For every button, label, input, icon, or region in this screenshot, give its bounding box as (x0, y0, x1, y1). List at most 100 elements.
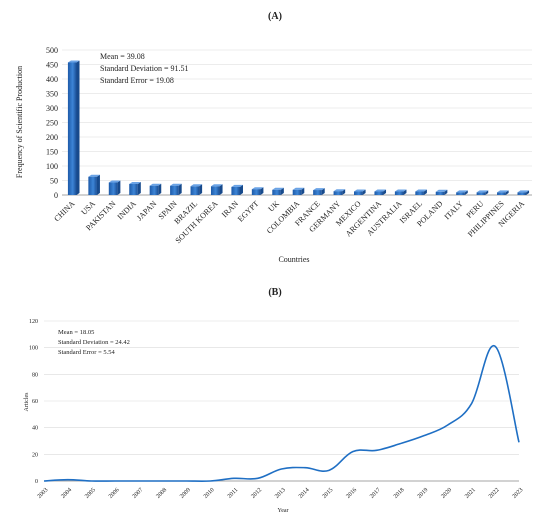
bar-side-poland (444, 189, 448, 195)
bar-side-philippines (505, 190, 509, 195)
y-tick-250: 250 (46, 119, 58, 128)
x-tick-2022: 2022 (488, 487, 501, 500)
bar-front-nigeria (517, 192, 527, 195)
bar-front-uk (272, 189, 281, 195)
bar-chart-y-ticks: 0 50 100 150 200 250 300 350 400 450 500 (46, 46, 58, 200)
x-tick-2013: 2013 (274, 487, 287, 500)
bar-top-india (129, 181, 141, 184)
line-chart-y-ticks: 0 20 40 60 80 100 120 (29, 319, 38, 485)
bar-side-china (76, 60, 80, 195)
x-tick-2014: 2014 (298, 487, 311, 500)
bar-chart-stats-box: Mean = 39.08 Standard Deviation = 91.51 … (100, 52, 189, 85)
bar-egypt (251, 187, 264, 195)
bar-top-china (67, 60, 80, 63)
bar-top-colombia (292, 187, 305, 190)
bar-side-germany (342, 189, 346, 195)
bar-usa (88, 174, 100, 195)
x-tick-2004: 2004 (60, 487, 73, 500)
bar-side-israel (423, 189, 427, 195)
y-tick-50: 50 (50, 177, 58, 186)
x-tick-2008: 2008 (155, 487, 168, 500)
bar-chart-y-axis-title: Frequency of Scientific Production (15, 66, 24, 178)
line-chart-std-error: Standard Error = 5.54 (58, 349, 115, 356)
bar-front-brazil (190, 186, 200, 195)
y-tick-80: 80 (32, 372, 38, 378)
bar-top-uk (272, 187, 284, 190)
y-tick-400: 400 (46, 75, 58, 84)
bar-spain (170, 183, 182, 195)
bar-side-argentina (383, 189, 387, 195)
bar-side-usa (96, 174, 100, 195)
bar-top-pakistan (108, 180, 121, 183)
bar-top-iran (231, 184, 243, 187)
y-tick-450: 450 (46, 61, 58, 70)
bar-side-pakistan (117, 180, 121, 195)
x-tick-usa: USA (79, 199, 97, 217)
x-tick-italy: ITALY (443, 199, 465, 221)
bar-israel (415, 189, 427, 195)
bar-uk (272, 187, 284, 195)
bar-top-usa (88, 174, 100, 177)
bar-side-mexico (362, 189, 366, 195)
bar-south-korea (210, 184, 223, 195)
bar-poland (435, 189, 448, 195)
bar-italy (456, 190, 468, 195)
bar-top-australia (394, 189, 407, 192)
x-tick-2010: 2010 (203, 487, 216, 500)
bar-front-india (129, 183, 138, 195)
y-tick-0: 0 (35, 479, 38, 485)
bar-top-germany (333, 189, 346, 192)
bar-argentina (374, 189, 387, 195)
bar-chart-bars (67, 60, 530, 195)
bar-top-france (313, 188, 325, 191)
bar-top-israel (415, 189, 427, 192)
x-tick-2015: 2015 (322, 487, 335, 500)
x-tick-2017: 2017 (369, 487, 382, 500)
x-tick-2009: 2009 (179, 487, 192, 500)
y-tick-20: 20 (32, 452, 38, 458)
bar-top-peru (476, 190, 489, 193)
bar-front-egypt (251, 189, 261, 195)
bar-front-germany (333, 191, 343, 195)
bar-top-south-korea (210, 184, 223, 187)
bar-peru (476, 190, 489, 195)
bar-side-japan (158, 183, 162, 195)
y-tick-350: 350 (46, 90, 58, 99)
x-tick-2006: 2006 (108, 487, 121, 500)
bar-front-australia (394, 191, 404, 195)
bar-side-brazil (199, 184, 203, 195)
bar-front-japan (149, 185, 159, 195)
x-tick-2021: 2021 (464, 487, 477, 500)
bar-top-italy (456, 190, 468, 193)
x-tick-uk: UK (266, 199, 281, 214)
bar-front-philippines (497, 192, 506, 195)
bar-australia (394, 189, 407, 195)
bar-chart-gridlines (62, 49, 532, 196)
bar-top-poland (435, 189, 448, 192)
bar-pakistan (108, 180, 121, 195)
bar-france (313, 188, 325, 195)
bar-china (67, 60, 80, 195)
bar-chart-std-dev: Standard Deviation = 91.51 (100, 64, 189, 73)
bar-front-pakistan (108, 182, 118, 195)
bar-top-japan (149, 183, 162, 186)
x-tick-2016: 2016 (345, 487, 358, 500)
bar-chart-x-axis-title: Countries (278, 255, 309, 264)
bar-top-egypt (251, 187, 264, 190)
bar-front-colombia (292, 189, 302, 195)
x-tick-2019: 2019 (417, 487, 430, 500)
bar-colombia (292, 187, 305, 195)
bar-side-australia (403, 189, 407, 195)
bar-side-iran (239, 184, 243, 195)
bar-iran (231, 184, 243, 195)
bar-side-peru (485, 190, 489, 195)
line-chart-panel: (B) 0 20 40 60 80 100 120 2003 2004 2005 2006 2007… (24, 287, 524, 514)
x-tick-egypt: EGYPT (236, 199, 261, 224)
line-chart-x-ticks: 2003 2004 2005 2006 2007 2008 2009 2010 2011 2012… (37, 487, 525, 500)
bar-chart-x-ticks: CHINA USAPAKISTANINDIAJAPANSPAINBRAZILSOU… (52, 199, 526, 245)
bar-india (129, 181, 141, 195)
bar-front-france (313, 190, 322, 195)
x-tick-japan: JAPAN (135, 199, 159, 223)
bar-brazil (190, 184, 203, 195)
